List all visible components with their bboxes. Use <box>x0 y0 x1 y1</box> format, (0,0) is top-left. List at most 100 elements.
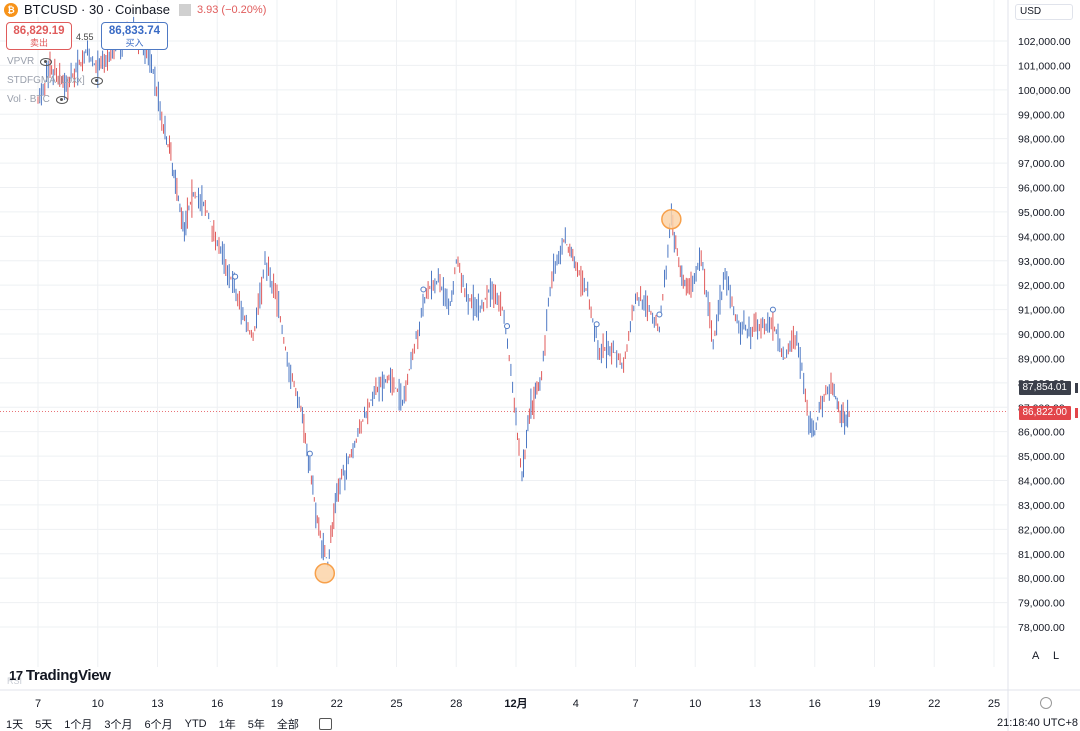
symbol-header[interactable]: ₿ BTCUSD · 30 · Coinbase 3.93 (−0.20%) <box>4 2 266 17</box>
y-tick-label: 102,000.00 <box>1018 36 1071 48</box>
x-tick-label: 10 <box>92 698 104 710</box>
x-tick-label: 25 <box>988 698 1000 710</box>
signal-dot <box>593 321 600 328</box>
x-tick-label: 19 <box>271 698 283 710</box>
range-6m-button[interactable]: 6个月 <box>144 719 173 731</box>
y-tick-label: 98,000.00 <box>1018 134 1065 146</box>
pivot-marker <box>314 563 336 584</box>
range-3m-button[interactable]: 3个月 <box>104 719 133 731</box>
range-ytd-button[interactable]: YTD <box>184 718 207 730</box>
x-tick-label: 19 <box>868 698 880 710</box>
log-scale-button[interactable]: L <box>1053 650 1060 662</box>
buy-label: 买入 <box>125 38 144 48</box>
x-tick-label: 28 <box>450 698 462 710</box>
x-tick-label: 12月 <box>504 697 527 710</box>
y-tick-label: 81,000.00 <box>1018 549 1065 561</box>
y-tick-label: 83,000.00 <box>1018 500 1065 512</box>
y-tick-label: 92,000.00 <box>1018 280 1065 292</box>
x-tick-label: 7 <box>35 698 41 710</box>
current-price-tag: 86,822.00 <box>1018 406 1071 420</box>
pivot-marker <box>661 208 682 230</box>
clock-readout: 21:18:40 UTC+8 <box>996 717 1078 729</box>
y-tick-label: 101,000.00 <box>1018 60 1071 72</box>
spread-value: 4.55 <box>76 32 94 42</box>
buy-button[interactable]: 86,833.74 买入 <box>101 22 168 50</box>
indicator-vpvr[interactable]: VPVR <box>7 56 53 67</box>
sell-label: 卖出 <box>29 38 48 48</box>
x-tick-label: 4 <box>573 698 579 710</box>
hide-eye-icon[interactable] <box>55 95 68 104</box>
x-tick-label: 13 <box>151 698 163 710</box>
signal-dot <box>420 286 427 293</box>
x-tick-label: 25 <box>390 698 402 710</box>
x-tick-label: 22 <box>331 698 343 710</box>
y-tick-label: 78,000.00 <box>1018 622 1065 634</box>
x-tick-label: 16 <box>809 698 821 710</box>
bitcoin-icon: ₿ <box>4 2 18 17</box>
hide-eye-icon[interactable] <box>40 57 53 66</box>
y-tick-label: 86,000.00 <box>1018 427 1065 439</box>
time-axis[interactable]: 7 10 13 16 19 22 25 28 12月 4 7 10 13 16 19 22 25 <box>35 697 1000 710</box>
signal-dot <box>504 323 511 330</box>
signal-dot <box>656 311 663 318</box>
x-tick-label: 13 <box>749 698 761 710</box>
y-tick-label: 95,000.00 <box>1018 207 1065 219</box>
rsi-label: RSI <box>7 676 23 686</box>
y-tick-label: 85,000.00 <box>1018 451 1065 463</box>
price-change: 3.93 (−0.20%) <box>196 3 267 16</box>
y-tick-label: 99,000.00 <box>1018 109 1065 121</box>
tradingview-mark-icon: 17 <box>9 668 23 683</box>
x-tick-label: 16 <box>211 698 223 710</box>
y-tick-label: 79,000.00 <box>1018 598 1065 610</box>
indicator-stdfgma[interactable]: STDFGMA [Loxx] <box>7 75 103 86</box>
y-tick-label: 89,000.00 <box>1018 353 1065 365</box>
currency-button[interactable]: USD <box>1015 4 1073 20</box>
range-1m-button[interactable]: 1个月 <box>64 719 93 731</box>
range-toolbar: 1天 5天 1个月 3个月 6个月 YTD 1年 5年 全部 21:18:40 … <box>0 717 1080 731</box>
y-tick-label: 82,000.00 <box>1018 524 1065 536</box>
y-tick-label: 91,000.00 <box>1018 305 1065 317</box>
y-tick-label: 84,000.00 <box>1018 476 1065 488</box>
calendar-icon[interactable] <box>318 718 332 730</box>
chart-markers <box>232 208 776 584</box>
range-5d-button[interactable]: 5天 <box>35 719 53 731</box>
signal-dot <box>232 273 239 280</box>
auto-scale-button[interactable]: A <box>1032 650 1040 662</box>
x-tick-label: 10 <box>689 698 701 710</box>
upper-price-marker <box>1075 383 1078 393</box>
tradingview-logo[interactable]: 17 TradingView <box>9 667 111 684</box>
y-tick-label: 90,000.00 <box>1018 329 1065 341</box>
tradingview-logo-text: TradingView <box>25 667 111 684</box>
current-price-marker <box>1075 408 1078 418</box>
x-tick-label: 7 <box>632 698 638 710</box>
settings-gear-icon[interactable] <box>1040 697 1052 709</box>
indicator-label: STDFGMA [Loxx] <box>7 75 85 86</box>
signal-dot <box>306 450 313 457</box>
x-tick-label: 22 <box>928 698 940 710</box>
indicator-volume[interactable]: Vol · BTC <box>7 94 68 105</box>
indicator-label: VPVR <box>7 56 35 67</box>
price-axis[interactable]: 78,000.00 79,000.00 80,000.00 81,000.00 82,0… <box>1018 36 1071 634</box>
symbol-title[interactable]: BTCUSD · 30 · Coinbase <box>22 2 172 17</box>
upper-price-tag: 87,854.01 <box>1018 381 1071 395</box>
y-tick-label: 93,000.00 <box>1018 256 1065 268</box>
range-1d-button[interactable]: 1天 <box>6 719 24 731</box>
y-tick-label: 94,000.00 <box>1018 231 1065 243</box>
sell-price: 86,829.19 <box>13 25 65 37</box>
range-all-button[interactable]: 全部 <box>276 719 299 731</box>
range-1y-button[interactable]: 1年 <box>218 719 236 731</box>
buy-price: 86,833.74 <box>108 25 161 37</box>
y-tick-label: 100,000.00 <box>1018 85 1071 97</box>
sell-button[interactable]: 86,829.19 卖出 <box>6 22 72 50</box>
price-series <box>37 12 850 567</box>
y-tick-label: 97,000.00 <box>1018 158 1065 170</box>
hide-eye-icon[interactable] <box>90 76 103 85</box>
range-5y-button[interactable]: 5年 <box>247 719 265 731</box>
y-tick-label: 80,000.00 <box>1018 573 1065 585</box>
signal-dot <box>769 306 776 313</box>
collapse-icon[interactable] <box>178 3 191 16</box>
indicator-label: Vol · BTC <box>7 94 50 105</box>
y-tick-label: 96,000.00 <box>1018 183 1065 195</box>
